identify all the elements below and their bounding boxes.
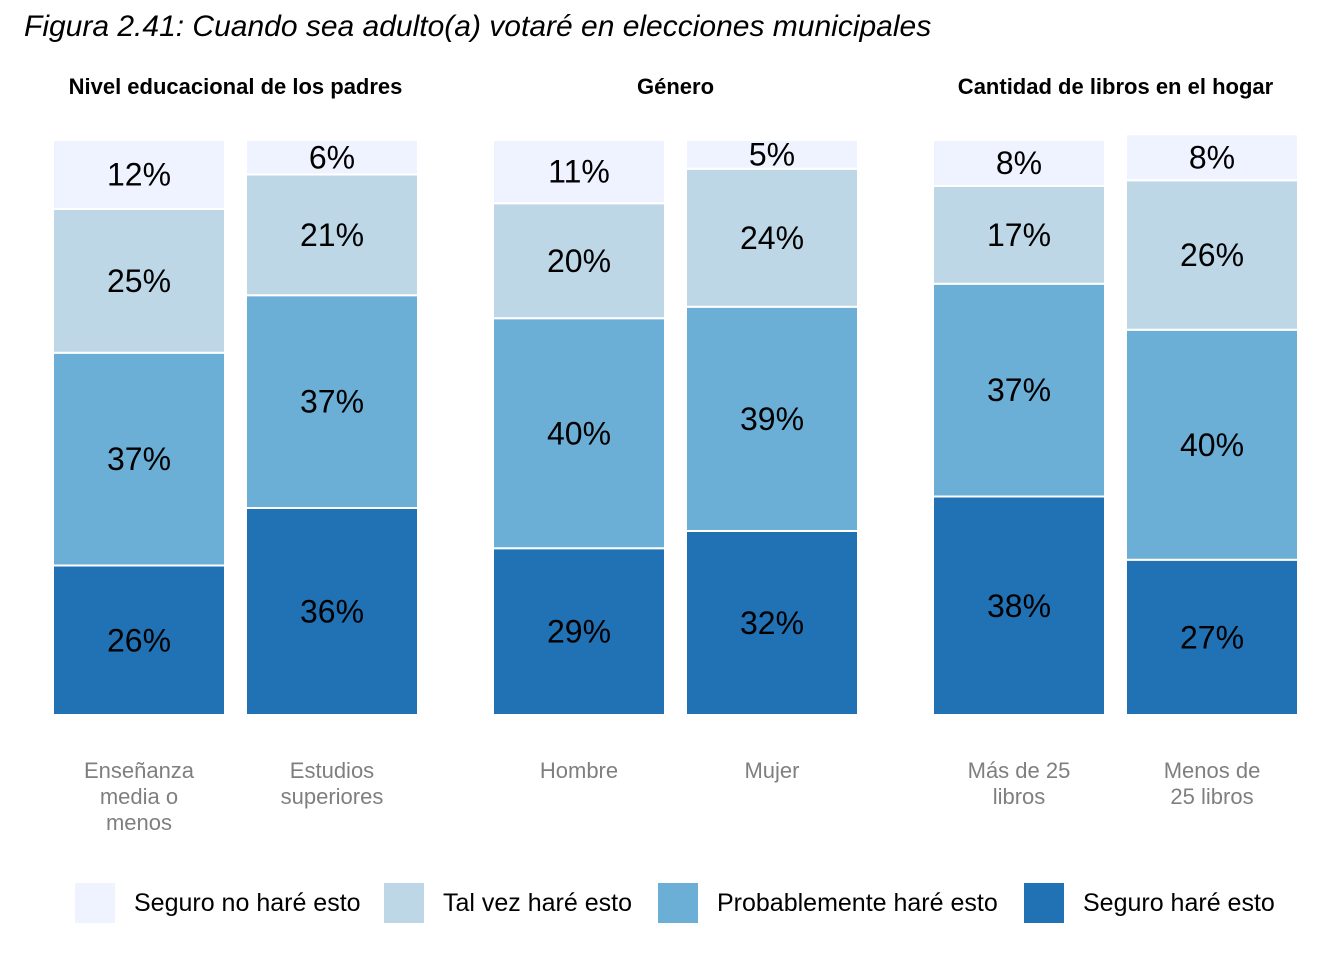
panel-title-1: Nivel educacional de los padres (68, 74, 403, 99)
legend-swatch (384, 883, 424, 923)
legend-swatch (75, 883, 115, 923)
data-label-seguro-no-hare-esto-estudios-superiores: 6% (309, 139, 355, 175)
bar-group-mujer: 32% 39% 24% 5% (685, 136, 859, 716)
data-label-seguro-hare-esto-menos-de-25-libros: 27% (1180, 619, 1244, 655)
data-label-tal-vez-hare-esto-hombre: 20% (547, 243, 611, 279)
data-label-seguro-no-hare-esto-hombre: 11% (548, 154, 610, 190)
bar-segment-seguro-no-hare-esto-mujer (685, 139, 859, 170)
category-label-ensenanza-media-o-menos: Enseñanza media o menos (83, 758, 195, 835)
bar-group-mas-de-25-libros: 38% 37% 17% 8% (932, 139, 1106, 716)
legend-item-seguro-hare-esto: Seguro haré esto (1024, 882, 1275, 924)
stacked-bar-chart: 26% 37% 25% 12% 36% 37% 21% 6% 29% 40% 20% 11% 32% 39… (52, 133, 1299, 716)
legend-swatch (1024, 883, 1064, 923)
bar-segment-seguro-no-hare-esto-mas-de-25-libros (932, 139, 1106, 187)
data-label-seguro-no-hare-esto-ensenanza-media-o-menos: 12% (107, 157, 171, 193)
bar-segment-probablemente-hare-esto-mas-de-25-libros (932, 282, 1106, 498)
data-label-seguro-hare-esto-hombre: 29% (547, 614, 611, 650)
data-label-tal-vez-hare-esto-ensenanza-media-o-menos: 25% (107, 263, 171, 299)
data-label-tal-vez-hare-esto-mujer: 24% (740, 220, 804, 256)
bar-group-hombre: 29% 40% 20% 11% (492, 139, 666, 716)
data-label-seguro-hare-esto-mujer: 32% (740, 605, 804, 641)
bar-segment-tal-vez-hare-esto-hombre (492, 202, 666, 320)
bar-segment-probablemente-hare-esto-estudios-superiores (245, 294, 419, 509)
bar-segment-tal-vez-hare-esto-mas-de-25-libros (932, 185, 1106, 285)
category-label-mas-de-25-libros: Más de 25 libros (967, 758, 1071, 809)
bar-segment-seguro-no-hare-esto-ensenanza-media-o-menos (52, 139, 226, 210)
bar-segment-seguro-no-hare-esto-menos-de-25-libros (1125, 133, 1299, 182)
data-label-seguro-no-hare-esto-mas-de-25-libros: 8% (996, 145, 1042, 181)
legend-swatch (658, 883, 698, 923)
legend-label: Tal vez haré esto (443, 888, 632, 917)
data-label-tal-vez-hare-esto-estudios-superiores: 21% (300, 217, 364, 253)
bar-segment-tal-vez-hare-esto-menos-de-25-libros (1125, 179, 1299, 331)
legend-label: Seguro haré esto (1083, 888, 1275, 917)
bar-group-ensenanza-media-o-menos: 26% 37% 25% 12% (52, 139, 226, 716)
data-label-probablemente-hare-esto-mujer: 39% (740, 401, 804, 437)
bar-segment-tal-vez-hare-esto-mujer (685, 167, 859, 308)
legend-item-tal-vez-hare-esto: Tal vez haré esto (384, 882, 632, 924)
bar-segment-seguro-hare-esto-estudios-superiores (245, 507, 419, 716)
legend-item-probablemente-hare-esto: Probablemente haré esto (658, 882, 998, 924)
bar-segment-probablemente-hare-esto-mujer (685, 305, 859, 532)
data-label-seguro-no-hare-esto-menos-de-25-libros: 8% (1189, 139, 1235, 175)
panel-title-3: Cantidad de libros en el hogar (957, 74, 1274, 99)
bar-group-menos-de-25-libros: 27% 40% 26% 8% (1125, 133, 1299, 716)
bar-segment-probablemente-hare-esto-menos-de-25-libros (1125, 328, 1299, 561)
bar-segment-seguro-hare-esto-ensenanza-media-o-menos (52, 564, 226, 716)
data-label-probablemente-hare-esto-menos-de-25-libros: 40% (1180, 427, 1244, 463)
bar-segment-seguro-hare-esto-menos-de-25-libros (1125, 558, 1299, 716)
data-label-seguro-hare-esto-ensenanza-media-o-menos: 26% (107, 622, 171, 658)
category-label-hombre: Hombre (539, 758, 619, 783)
panel-title-2: Género (636, 74, 715, 99)
bar-segment-probablemente-hare-esto-hombre (492, 317, 666, 550)
bar-group-estudios-superiores: 36% 37% 21% 6% (245, 139, 419, 716)
legend-label: Seguro no haré esto (134, 888, 361, 917)
bar-segment-seguro-no-hare-esto-estudios-superiores (245, 139, 419, 176)
bar-segment-seguro-hare-esto-mujer (685, 530, 859, 716)
legend: Seguro no haré esto Tal vez haré esto Prob… (0, 882, 1344, 926)
data-label-seguro-no-hare-esto-mujer: 5% (749, 136, 795, 172)
category-label-estudios-superiores: Estudios superiores (280, 758, 384, 809)
legend-label: Probablemente haré esto (717, 888, 998, 917)
data-label-tal-vez-hare-esto-mas-de-25-libros: 17% (987, 217, 1051, 253)
data-label-probablemente-hare-esto-ensenanza-media-o-menos: 37% (107, 441, 171, 477)
bar-segment-tal-vez-hare-esto-estudios-superiores (245, 173, 419, 297)
category-label-mujer: Mujer (744, 758, 800, 783)
bar-segment-seguro-no-hare-esto-hombre (492, 139, 666, 205)
chart-title: Figura 2.41: Cuando sea adulto(a) votaré… (24, 10, 932, 43)
legend-item-seguro-no-hare-esto: Seguro no haré esto (75, 882, 361, 924)
data-label-probablemente-hare-esto-estudios-superiores: 37% (300, 384, 364, 420)
data-label-probablemente-hare-esto-mas-de-25-libros: 37% (987, 372, 1051, 408)
data-label-tal-vez-hare-esto-menos-de-25-libros: 26% (1180, 237, 1244, 273)
bar-segment-seguro-hare-esto-mas-de-25-libros (932, 495, 1106, 716)
data-label-probablemente-hare-esto-hombre: 40% (547, 415, 611, 451)
bar-segment-probablemente-hare-esto-ensenanza-media-o-menos (52, 351, 226, 567)
category-label-menos-de-25-libros: Menos de 25 libros (1163, 758, 1261, 809)
data-label-seguro-hare-esto-estudios-superiores: 36% (300, 594, 364, 630)
data-label-seguro-hare-esto-mas-de-25-libros: 38% (987, 588, 1051, 624)
